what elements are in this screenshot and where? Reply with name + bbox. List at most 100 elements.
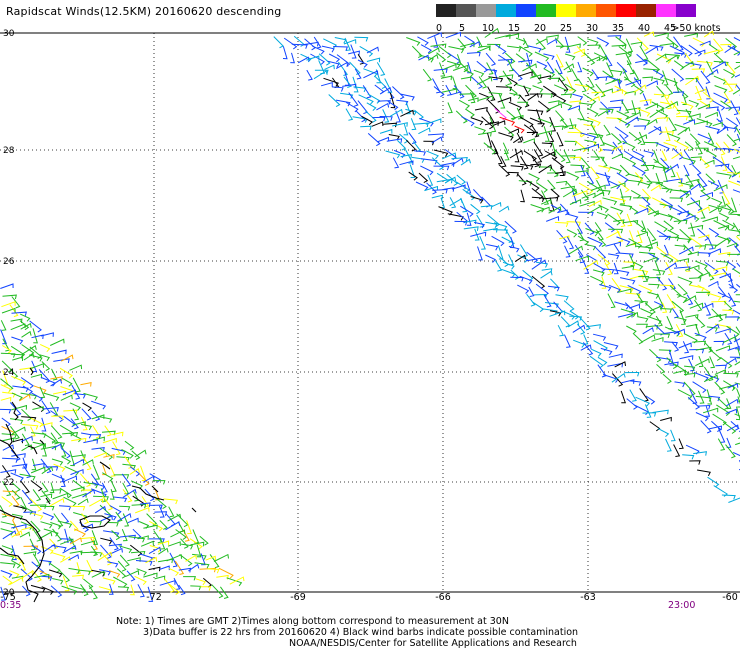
wind-barb (30, 442, 46, 450)
wind-barb (639, 45, 649, 61)
map-title: Rapidscat Winds(12.5KM) 20160620 descend… (6, 5, 282, 18)
wind-barb (636, 117, 651, 125)
wind-barb (588, 237, 603, 247)
wind-barb (564, 53, 576, 61)
wind-barb (144, 488, 155, 502)
wind-barb (1, 417, 11, 427)
wind-barb (526, 131, 539, 137)
wind-barb (20, 570, 34, 579)
wind-barb (229, 576, 245, 585)
wind-barb (619, 277, 636, 285)
wind-barb (125, 570, 140, 578)
wind-barb (102, 472, 114, 482)
wind-barb (735, 235, 740, 246)
wind-barb (726, 134, 737, 147)
wind-barb (563, 334, 571, 348)
wind-barb (476, 60, 489, 73)
wind-barb (519, 163, 534, 170)
wind-barb (647, 291, 660, 299)
wind-barb (92, 436, 105, 442)
wind-barb (508, 245, 520, 253)
wind-barb (627, 179, 641, 186)
wind-barb (662, 70, 669, 86)
wind-barb (64, 465, 80, 476)
wind-barb (596, 37, 610, 47)
wind-barb (536, 130, 553, 136)
wind-barb (361, 115, 373, 126)
wind-barb (678, 342, 692, 349)
wind-barb (31, 458, 37, 471)
wind-barb (617, 252, 634, 258)
wind-barb (604, 262, 613, 276)
wind-barb (218, 567, 234, 579)
wind-barb (121, 473, 132, 487)
wind-barb (153, 530, 163, 544)
wind-barb (559, 101, 573, 110)
wind-barb (698, 252, 712, 258)
wind-barb (661, 302, 668, 313)
wind-barb (610, 99, 624, 105)
wind-barb (337, 61, 349, 76)
wind-barb (544, 302, 559, 308)
wind-barb (488, 76, 504, 83)
wind-barb (71, 384, 81, 400)
wind-barb (587, 38, 599, 46)
wind-barb (480, 205, 493, 210)
wind-barb (49, 482, 55, 494)
wind-barb (531, 259, 547, 270)
wind-barb (673, 219, 688, 225)
wind-barb (688, 224, 704, 230)
wind-barb (697, 271, 710, 279)
wind-barb (632, 155, 647, 167)
wind-barb (633, 125, 647, 130)
wind-barb (386, 138, 403, 143)
wind-barb (107, 522, 119, 527)
wind-barb (185, 554, 197, 562)
wind-barb (136, 568, 148, 576)
wind-barb (564, 83, 577, 94)
wind-barb (585, 83, 599, 97)
wind-barb (589, 132, 604, 140)
wind-barb (685, 77, 699, 83)
wind-barb (458, 99, 471, 109)
wind-barb (207, 568, 220, 574)
wind-barb (526, 293, 536, 307)
wind-barb (609, 166, 622, 175)
wind-barb (100, 537, 113, 545)
wind-barb (713, 75, 727, 85)
wind-barb (400, 109, 414, 117)
wind-barb (627, 173, 644, 182)
island-outline (131, 485, 165, 501)
wind-barb (702, 91, 714, 103)
wind-barb (49, 497, 65, 507)
scale-swatch (436, 4, 456, 17)
wind-barb (689, 302, 704, 309)
wind-barb (582, 93, 597, 105)
wind-barb (635, 59, 648, 65)
wind-barb (2, 444, 14, 451)
wind-barb (291, 43, 308, 49)
wind-barb (108, 570, 121, 578)
wind-barb (63, 409, 78, 415)
wind-barb (720, 356, 733, 369)
island-outline (0, 439, 19, 459)
wind-barb (122, 463, 136, 470)
wind-barb (559, 203, 570, 216)
wind-barb (154, 488, 160, 501)
wind-barb (692, 340, 707, 346)
wind-barb (0, 553, 15, 561)
wind-barb (533, 141, 544, 157)
wind-barb (9, 576, 24, 585)
wind-barb (2, 530, 17, 540)
wind-barb (668, 349, 675, 366)
scale-swatch (556, 4, 576, 17)
wind-barb (723, 380, 736, 391)
wind-barb (643, 141, 659, 147)
wind-barb (131, 503, 147, 509)
wind-barb (476, 214, 485, 228)
wind-barb (643, 31, 655, 37)
wind-barb (578, 102, 593, 109)
wind-barb (213, 553, 229, 562)
scale-label: 15 (508, 23, 520, 34)
wind-barb (652, 269, 666, 276)
